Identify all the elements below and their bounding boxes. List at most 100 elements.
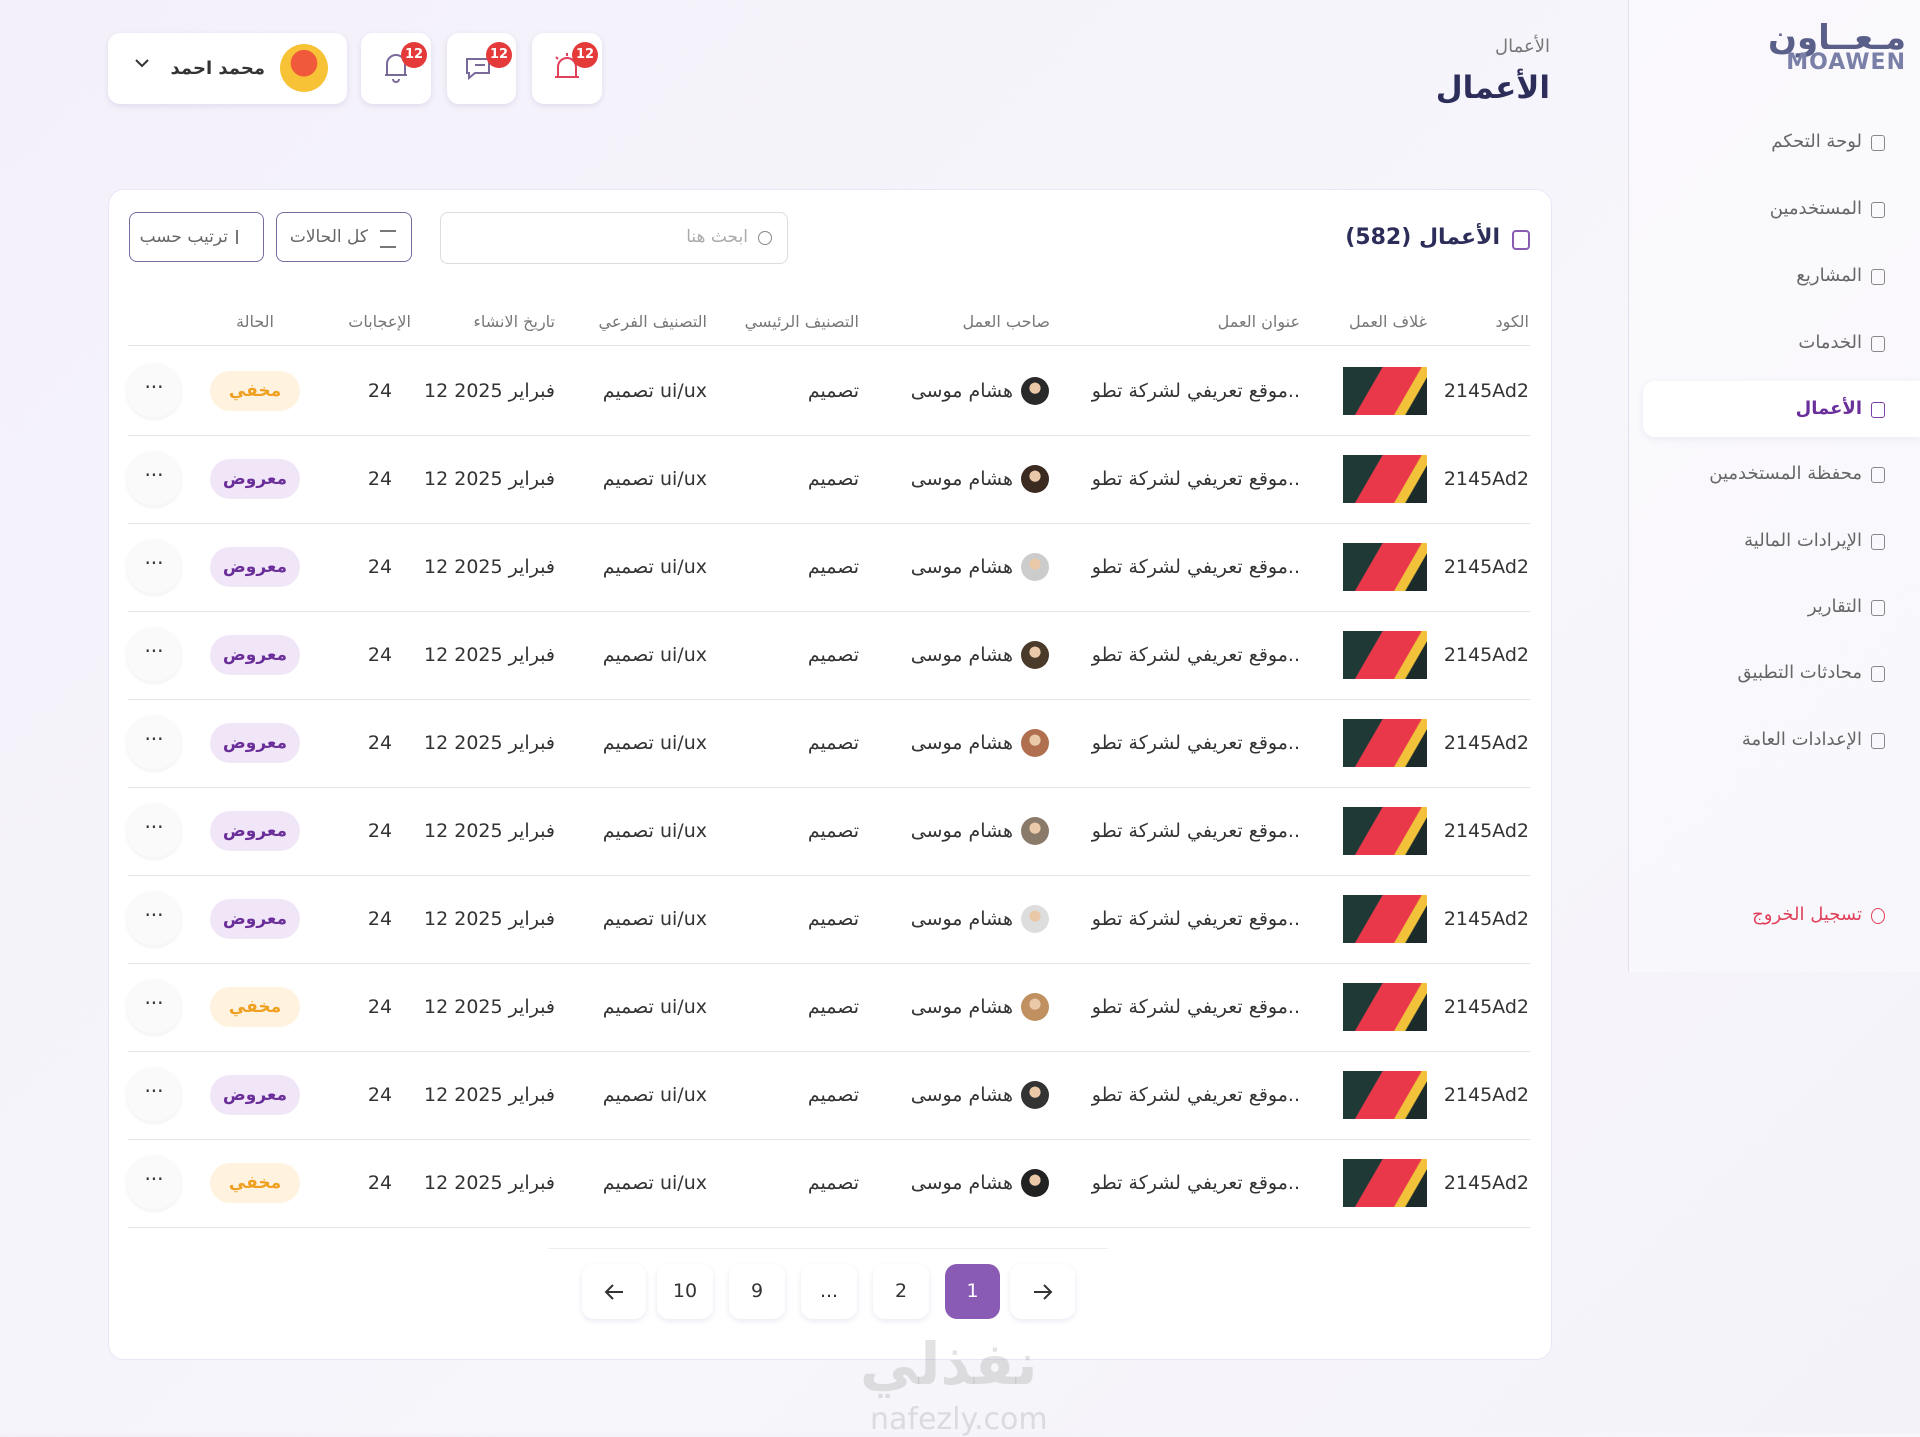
menu-icon bbox=[1871, 467, 1885, 483]
date: 12 فبراير 2025 bbox=[424, 996, 555, 1018]
more-button[interactable]: ··· bbox=[127, 980, 181, 1034]
status-badge: معروض bbox=[210, 723, 300, 763]
owner-avatar bbox=[1021, 641, 1049, 669]
logout-icon bbox=[1871, 908, 1885, 924]
card-title: الأعمال (582) bbox=[1345, 225, 1500, 250]
work-title[interactable]: موقع تعريفي لشركة تطو.. bbox=[1091, 1084, 1300, 1106]
work-title[interactable]: موقع تعريفي لشركة تطو.. bbox=[1091, 820, 1300, 842]
more-button[interactable]: ··· bbox=[127, 628, 181, 682]
menu-item[interactable]: الخدمات bbox=[1798, 332, 1862, 353]
watermark-ar: نفذلي bbox=[860, 1330, 1038, 1398]
more-button[interactable]: ··· bbox=[127, 452, 181, 506]
logout[interactable]: تسجيل الخروج bbox=[1752, 904, 1862, 925]
likes: 24 bbox=[367, 1084, 393, 1106]
work-title[interactable]: موقع تعريفي لشركة تطو.. bbox=[1091, 468, 1300, 490]
more-button[interactable]: ··· bbox=[127, 716, 181, 770]
main-category: تصميم bbox=[807, 644, 859, 666]
sort-icon bbox=[236, 230, 250, 244]
search-icon bbox=[758, 231, 772, 245]
row-line bbox=[128, 1051, 1530, 1052]
menu-icon bbox=[1871, 269, 1885, 285]
owner: هشام موسى bbox=[910, 468, 1013, 490]
cover-image bbox=[1343, 719, 1427, 767]
menu-icon bbox=[1871, 402, 1885, 418]
user-avatar bbox=[280, 44, 328, 92]
more-button[interactable]: ··· bbox=[127, 540, 181, 594]
code: 2145Ad2 bbox=[1443, 820, 1529, 842]
date: 12 فبراير 2025 bbox=[424, 1084, 555, 1106]
sub-category: تصميم ui/ux bbox=[602, 908, 707, 930]
filter-button[interactable] bbox=[276, 212, 412, 262]
card bbox=[108, 189, 1552, 1360]
search-placeholder: ابحث هنا bbox=[686, 227, 748, 247]
owner: هشام موسى bbox=[910, 380, 1013, 402]
owner: هشام موسى bbox=[910, 996, 1013, 1018]
work-title[interactable]: موقع تعريفي لشركة تطو.. bbox=[1091, 556, 1300, 578]
icon-button[interactable]: 12 bbox=[532, 33, 602, 104]
menu-item[interactable]: محفظة المستخدمين bbox=[1709, 463, 1862, 484]
cover-image bbox=[1343, 543, 1427, 591]
active-bg bbox=[1643, 381, 1920, 437]
likes: 24 bbox=[367, 732, 393, 754]
owner-avatar bbox=[1021, 905, 1049, 933]
user-menu[interactable]: محمد احمد bbox=[108, 33, 347, 104]
likes: 24 bbox=[367, 996, 393, 1018]
more-button[interactable]: ··· bbox=[127, 1156, 181, 1210]
column-header: التصنيف الرئيسي bbox=[744, 312, 859, 331]
code: 2145Ad2 bbox=[1443, 908, 1529, 930]
row-line bbox=[128, 699, 1530, 700]
menu-item[interactable]: الإيرادات المالية bbox=[1744, 530, 1862, 551]
column-header: غلاف العمل bbox=[1349, 312, 1427, 331]
breadcrumb: الأعمال bbox=[1495, 36, 1550, 57]
page-button[interactable]: 9 bbox=[729, 1264, 785, 1319]
sort-button[interactable] bbox=[129, 212, 264, 262]
date: 12 فبراير 2025 bbox=[424, 820, 555, 842]
chevron bbox=[134, 55, 149, 69]
icon-button[interactable]: 12 bbox=[361, 33, 431, 104]
main-category: تصميم bbox=[807, 1084, 859, 1106]
menu-item[interactable]: محادثات التطبيق bbox=[1737, 662, 1862, 683]
menu-item[interactable]: لوحة التحكم bbox=[1771, 131, 1862, 152]
page-button[interactable]: 10 bbox=[657, 1264, 713, 1319]
work-title[interactable]: موقع تعريفي لشركة تطو.. bbox=[1091, 1172, 1300, 1194]
date: 12 فبراير 2025 bbox=[424, 468, 555, 490]
work-title[interactable]: موقع تعريفي لشركة تطو.. bbox=[1091, 908, 1300, 930]
work-title[interactable]: موقع تعريفي لشركة تطو.. bbox=[1091, 380, 1300, 402]
work-title[interactable]: موقع تعريفي لشركة تطو.. bbox=[1091, 732, 1300, 754]
icon-button[interactable]: 12 bbox=[447, 33, 516, 104]
prev-page[interactable] bbox=[582, 1264, 646, 1319]
sub-category: تصميم ui/ux bbox=[602, 1172, 707, 1194]
menu-item[interactable]: الأعمال bbox=[1795, 398, 1862, 419]
owner: هشام موسى bbox=[910, 556, 1013, 578]
owner: هشام موسى bbox=[910, 908, 1013, 930]
row-line bbox=[128, 1139, 1530, 1140]
date: 12 فبراير 2025 bbox=[424, 644, 555, 666]
more-button[interactable]: ··· bbox=[127, 892, 181, 946]
cover-image bbox=[1343, 455, 1427, 503]
badge: 12 bbox=[486, 42, 512, 68]
menu-item[interactable]: المشاريع bbox=[1796, 265, 1862, 286]
owner-avatar bbox=[1021, 1081, 1049, 1109]
page-button[interactable]: ... bbox=[801, 1264, 857, 1319]
code: 2145Ad2 bbox=[1443, 1084, 1529, 1106]
row-line bbox=[128, 611, 1530, 612]
more-button[interactable]: ··· bbox=[127, 364, 181, 418]
work-title[interactable]: موقع تعريفي لشركة تطو.. bbox=[1091, 644, 1300, 666]
logo-en: MOAWEN bbox=[1786, 50, 1906, 75]
menu-item[interactable]: الإعدادات العامة bbox=[1741, 729, 1862, 750]
menu-icon bbox=[1871, 733, 1885, 749]
work-title[interactable]: موقع تعريفي لشركة تطو.. bbox=[1091, 996, 1300, 1018]
page-button[interactable]: 1 bbox=[945, 1264, 1000, 1319]
more-button[interactable]: ··· bbox=[127, 804, 181, 858]
next-page[interactable] bbox=[1010, 1264, 1075, 1319]
sub-category: تصميم ui/ux bbox=[602, 644, 707, 666]
menu-item[interactable]: المستخدمين bbox=[1769, 198, 1862, 219]
search[interactable] bbox=[440, 212, 788, 264]
page-button[interactable]: 2 bbox=[873, 1264, 929, 1319]
column-header: الإعجابات bbox=[348, 312, 411, 331]
menu-item[interactable]: التقارير bbox=[1807, 596, 1862, 617]
owner-avatar bbox=[1021, 377, 1049, 405]
owner: هشام موسى bbox=[910, 1172, 1013, 1194]
cover-image bbox=[1343, 367, 1427, 415]
more-button[interactable]: ··· bbox=[127, 1068, 181, 1122]
